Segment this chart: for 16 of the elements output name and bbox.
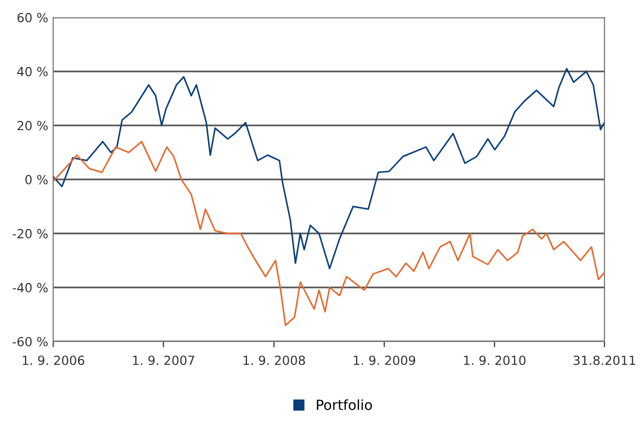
x-tick-label: 1. 9. 2006: [22, 356, 84, 366]
y-tick-label: 60 %: [17, 12, 48, 22]
y-tick-label: 40 %: [17, 66, 48, 76]
y-tick-label: -60 %: [12, 336, 48, 346]
y-tick-label: 20 %: [18, 120, 48, 130]
y-tick-label: -40 %: [12, 282, 48, 292]
x-tick-label: 1. 9. 2008: [244, 356, 305, 366]
y-tick-label: 0 %: [25, 174, 48, 184]
line-series: [53, 140, 604, 326]
x-tick-label: 1. 9. 2007: [133, 356, 194, 366]
x-tick-label: 31.8.2011: [574, 356, 636, 366]
line-series: [53, 68, 604, 270]
legend-label: Portfolio: [316, 399, 372, 410]
x-tick-label: 1. 9. 2009: [354, 356, 416, 366]
x-tick-label: 1. 9. 2010: [464, 356, 526, 366]
y-tick-label: -20 %: [12, 228, 48, 238]
